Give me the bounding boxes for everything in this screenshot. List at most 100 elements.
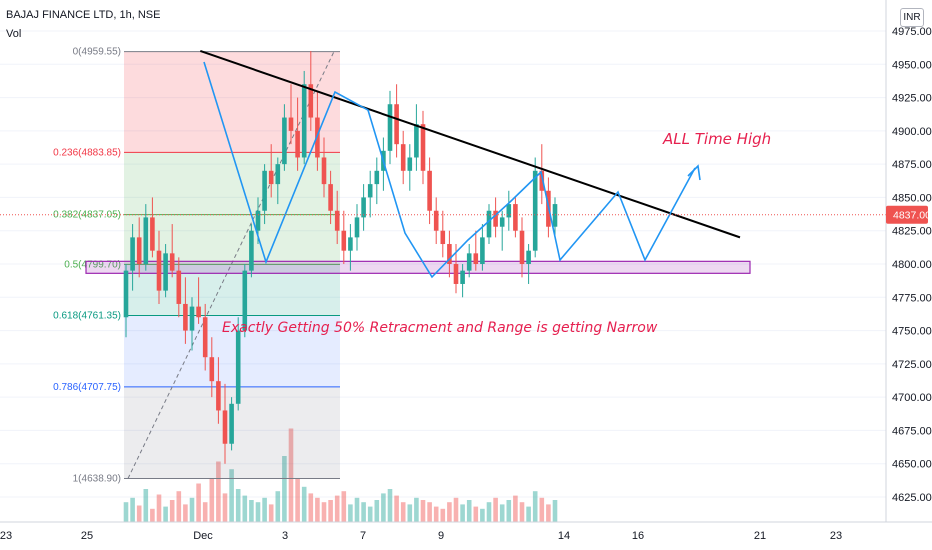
candle-body [176,270,182,304]
support-zone[interactable] [85,260,751,274]
candle-body [216,381,221,411]
volume-bar [367,506,373,522]
volume-bar [163,506,168,522]
candle-body [163,253,168,291]
candle-body [249,230,254,271]
volume-bar [216,461,221,522]
projection-zigzag[interactable] [203,61,696,279]
annotations: ALL Time High Exactly Getting 50% Retracm… [222,130,771,336]
candle-body [229,403,234,444]
candle-body [414,124,419,158]
volume-bar [394,495,399,522]
candle-body [123,270,129,318]
volume-bar [473,506,479,522]
descending-trendline[interactable] [199,50,741,239]
candle-body [150,217,155,251]
candle-body [295,130,300,158]
volume-bar [301,486,307,522]
volume-bar [354,497,360,522]
volume-bar [493,497,498,522]
candle-body [255,210,261,231]
projection-arrow-head[interactable] [687,164,701,181]
volume-bar [275,491,281,522]
candle-body [282,117,287,165]
candle-body [189,306,195,331]
price-tick-label: 4875.00 [892,159,932,171]
volume-bar [466,500,472,522]
price-tick-label: 4650.00 [892,459,932,471]
candle-body [480,237,485,264]
volume-bar [328,500,333,522]
last-price-tag[interactable] [886,205,928,224]
volume-bar [447,502,452,522]
volume-bar [268,504,274,522]
candle-body [447,244,452,264]
fib-trend-line[interactable] [127,51,335,479]
volume-bar [453,497,459,522]
price-axis-background [886,0,932,550]
candle-body [427,170,432,211]
last-price-label: 4837.00 [893,210,931,222]
price-tick-label: 4975.00 [892,26,932,38]
volume-bar [427,502,432,522]
price-tick-label: 4775.00 [892,292,932,304]
fib-zone [124,214,340,265]
volume-bar [532,491,538,522]
volume-bar [387,489,393,522]
candle-body [183,303,188,331]
volume-bar [189,497,195,522]
volume-bar [150,508,155,522]
volume-bar [348,504,353,522]
candle-body [460,270,465,284]
support-zone-box[interactable] [85,260,751,274]
volume-bar [308,493,314,522]
time-axis[interactable]: 23 25 Dec 3 7 9 14 16 21 23 [0,521,932,550]
candle-body [136,237,142,264]
volume-bar [420,500,426,522]
candle-body [209,357,215,382]
volume-bar [499,504,505,522]
candle-body [513,204,518,231]
volume-bar [506,500,512,522]
symbol-title: BAJAJ FINANCE LTD, 1h, NSE [6,9,161,21]
volume-bar [546,504,551,522]
price-tick-label: 4700.00 [892,392,932,404]
candle-body [486,210,492,238]
candle-body [202,317,208,358]
volume-bar [209,478,215,522]
candle-body [242,270,248,331]
volume-bar [341,491,347,522]
volume-bar [143,489,149,522]
drawings[interactable] [0,50,886,279]
candle-body [275,164,281,185]
volume-bar [235,489,241,522]
price-axis[interactable]: 4975.00 4950.00 4925.00 4900.00 4875.00 4850.… [885,0,932,550]
candle-body [493,210,498,227]
candle-body [334,210,340,231]
fib-level-label: 0.236(4883.85) [53,147,121,158]
volume-bar [552,500,558,522]
price-tick-label: 4800.00 [892,259,932,271]
candle-body [315,117,320,158]
candle-body [354,217,360,238]
candle-body [420,124,426,171]
candle-body [222,410,228,444]
candle-body [367,184,373,198]
time-tick-label: 21 [754,530,766,542]
candle-body [143,217,149,264]
fib-level-label: 0.786(4707.75) [53,382,121,393]
volume-bars [123,428,558,522]
fib-zone [124,152,340,215]
candle-body [130,237,135,271]
candle-body [268,170,274,185]
volume-bar [196,483,201,522]
candle-body [328,184,333,211]
candle-body [348,237,353,251]
currency-badge[interactable]: INR [900,8,924,27]
price-tick-label: 4825.00 [892,226,932,238]
price-tick-label: 4925.00 [892,93,932,105]
volume-bar [123,502,129,522]
candle-body [506,204,512,218]
candle-body [262,170,267,211]
